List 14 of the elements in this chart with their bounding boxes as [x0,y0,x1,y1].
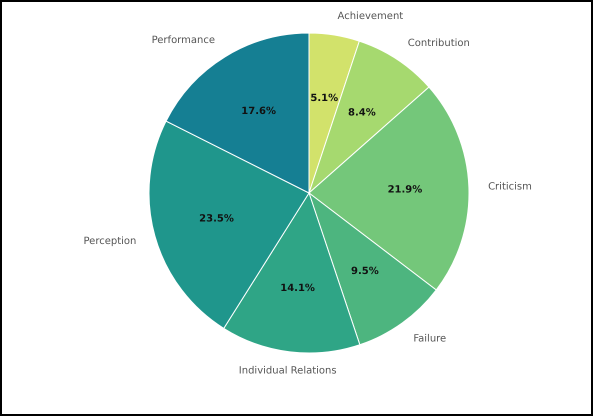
data-label: 8.4% [348,108,376,119]
slice-label: Perception [83,236,136,247]
slice-label: Contribution [408,38,470,50]
slice-label: Achievement [338,10,404,22]
slice-label: Performance [152,35,215,46]
slice-label: Individual Relations [238,366,337,377]
data-label: 14.1% [280,283,315,294]
data-label: 23.5% [199,213,234,224]
data-label: 5.1% [310,92,338,104]
data-label: 17.6% [241,106,276,118]
data-label: 9.5% [351,266,379,277]
slice-label: Criticism [488,181,532,192]
slice-label: Failure [413,333,446,344]
data-label: 21.9% [388,184,422,196]
